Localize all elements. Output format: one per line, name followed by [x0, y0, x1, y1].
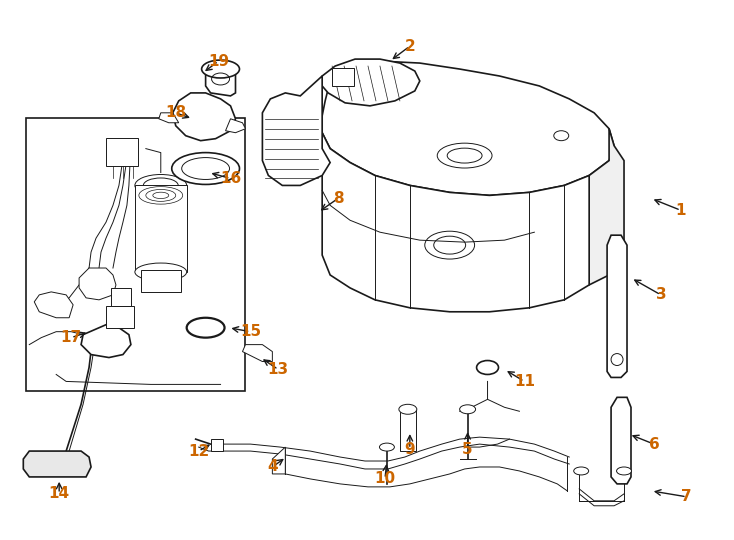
Ellipse shape	[379, 443, 394, 451]
Bar	[211, 439, 222, 451]
Polygon shape	[135, 185, 186, 272]
Text: 9: 9	[404, 442, 415, 457]
Text: 17: 17	[61, 330, 81, 345]
Polygon shape	[322, 116, 589, 312]
Polygon shape	[206, 69, 236, 96]
Polygon shape	[589, 129, 624, 285]
Polygon shape	[79, 268, 116, 300]
Text: 8: 8	[333, 191, 344, 206]
Polygon shape	[322, 61, 614, 195]
Bar	[106, 306, 134, 328]
Bar	[111, 288, 131, 306]
Text: 7: 7	[681, 489, 692, 504]
Text: 4: 4	[267, 460, 277, 475]
Text: 15: 15	[240, 324, 261, 339]
Bar	[332, 68, 354, 86]
Polygon shape	[262, 76, 330, 185]
Polygon shape	[225, 119, 245, 133]
Ellipse shape	[172, 153, 239, 185]
Text: 18: 18	[165, 105, 186, 120]
Ellipse shape	[135, 263, 186, 281]
Bar	[106, 138, 138, 166]
Text: 6: 6	[649, 437, 659, 451]
Bar	[141, 270, 181, 292]
Text: 16: 16	[220, 171, 241, 186]
Text: 3: 3	[655, 287, 666, 302]
Polygon shape	[607, 235, 627, 377]
Polygon shape	[172, 93, 236, 140]
Text: 14: 14	[48, 487, 70, 501]
Text: 5: 5	[462, 442, 473, 457]
Polygon shape	[611, 397, 631, 484]
Ellipse shape	[459, 405, 476, 414]
Text: 11: 11	[514, 374, 535, 389]
Ellipse shape	[194, 322, 217, 334]
Bar	[400, 409, 416, 451]
Text: 1: 1	[675, 203, 686, 218]
Text: 2: 2	[404, 39, 415, 53]
Polygon shape	[322, 59, 420, 106]
Bar	[26, 118, 245, 392]
Polygon shape	[242, 345, 272, 361]
Polygon shape	[272, 447, 286, 474]
Ellipse shape	[399, 404, 417, 414]
Ellipse shape	[202, 60, 239, 78]
Ellipse shape	[186, 318, 225, 338]
Polygon shape	[81, 325, 131, 357]
Polygon shape	[23, 451, 91, 477]
Text: 13: 13	[268, 362, 289, 377]
Polygon shape	[34, 292, 73, 318]
Polygon shape	[159, 113, 178, 123]
Ellipse shape	[617, 467, 631, 475]
Text: 10: 10	[374, 471, 396, 487]
Text: 19: 19	[208, 53, 229, 69]
Text: 12: 12	[188, 443, 209, 458]
Ellipse shape	[574, 467, 589, 475]
